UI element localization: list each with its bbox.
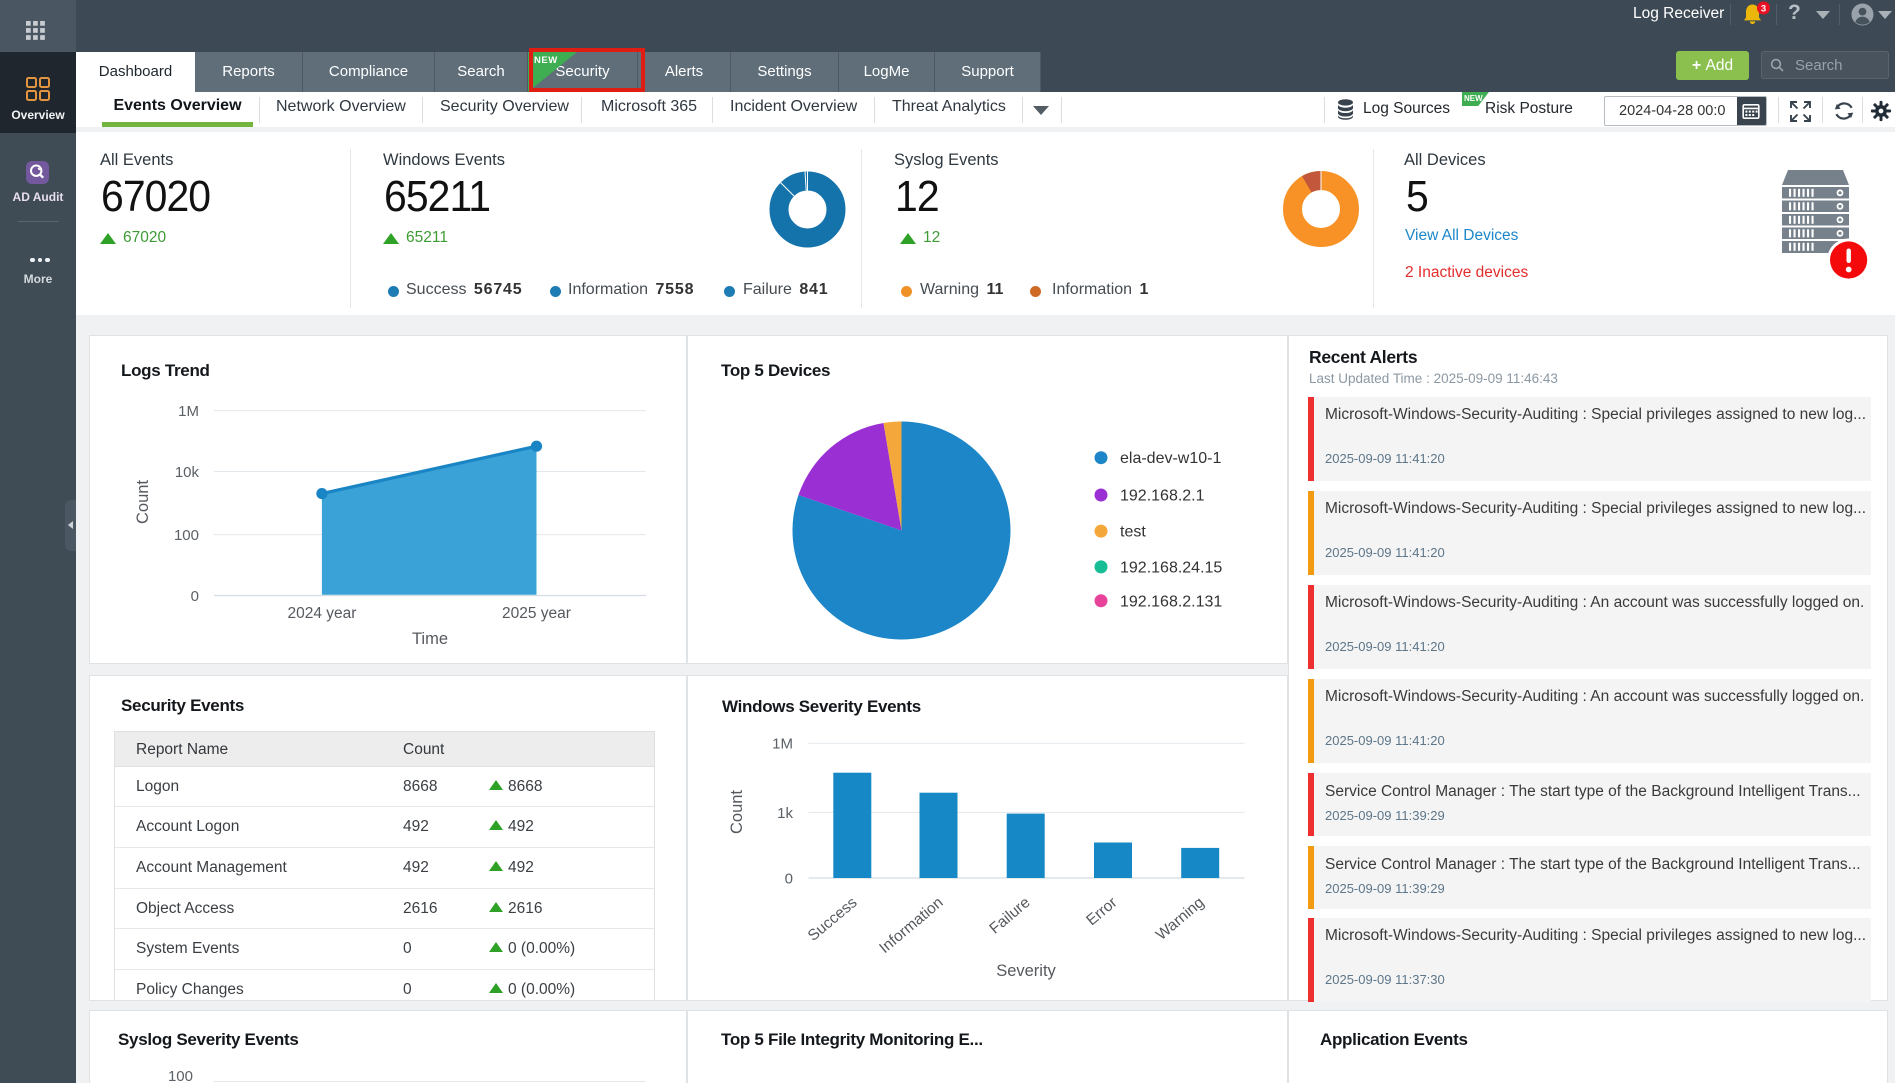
svg-text:192.168.2.131: 192.168.2.131 [1120,593,1222,610]
svg-text:10k: 10k [175,464,200,481]
svg-text:1M: 1M [178,403,199,420]
svg-text:Severity: Severity [996,962,1056,980]
svg-text:test: test [1120,524,1146,541]
svg-text:Warning: Warning [1153,894,1208,944]
svg-text:2025 year: 2025 year [502,605,571,622]
svg-text:Failure: Failure [986,894,1033,937]
svg-text:Information: Information [876,894,946,957]
svg-text:Time: Time [412,630,448,648]
svg-text:192.168.24.15: 192.168.24.15 [1120,559,1222,576]
svg-text:1M: 1M [772,736,793,753]
svg-text:3: 3 [1761,3,1766,14]
svg-text:1k: 1k [777,805,793,822]
svg-text:192.168.2.1: 192.168.2.1 [1120,488,1205,505]
svg-text:100: 100 [174,527,199,544]
svg-text:Error: Error [1083,894,1120,929]
svg-text:Count: Count [728,790,746,834]
svg-text:0: 0 [191,588,199,605]
svg-text:100: 100 [168,1068,193,1083]
svg-text:ela-dev-w10-1: ela-dev-w10-1 [1120,450,1221,467]
svg-text:Success: Success [805,894,861,945]
svg-text:0: 0 [785,871,793,888]
svg-text:Count: Count [134,480,152,524]
svg-text:2024 year: 2024 year [288,605,357,622]
